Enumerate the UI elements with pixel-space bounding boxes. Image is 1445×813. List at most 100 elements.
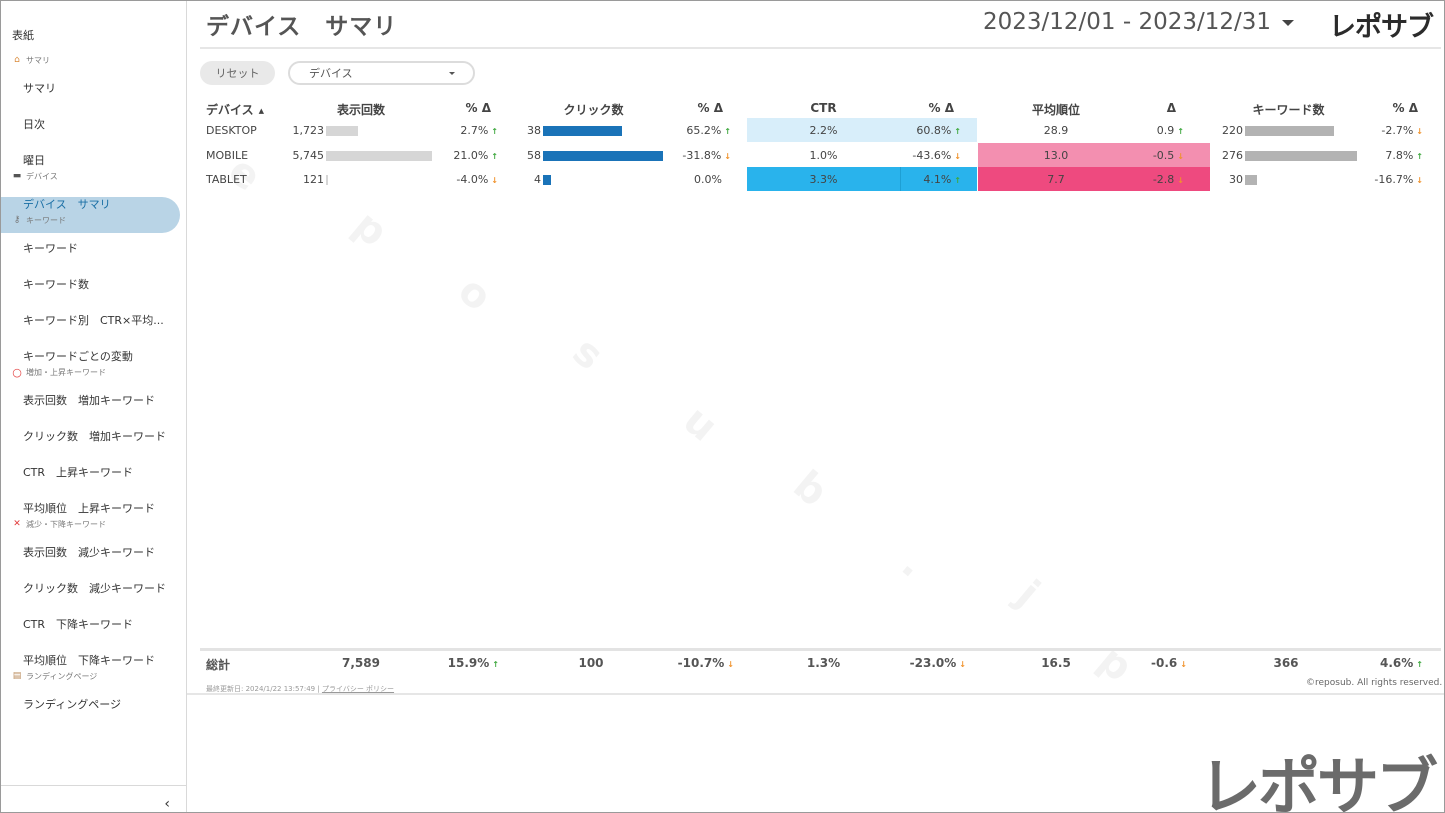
ctr-delta: -43.6% ↓ <box>891 149 961 162</box>
sidebar-item-cover[interactable]: 表紙 <box>12 29 34 42</box>
column-header[interactable]: キーワード数 <box>1241 101 1336 118</box>
position-delta-value: 0.9 <box>1156 124 1175 137</box>
column-header[interactable]: % Δ <box>673 101 724 115</box>
watermark-letter: p <box>344 202 397 256</box>
keywords-delta: -2.7% ↓ <box>1361 124 1423 137</box>
sidebar-item[interactable]: ランディングページ <box>23 698 122 711</box>
ctr-heat-cell <box>747 167 977 191</box>
sidebar-item[interactable]: 曜日 <box>23 154 45 167</box>
keywords-bar <box>1245 151 1357 161</box>
device-name[interactable]: DESKTOP <box>206 124 257 137</box>
date-range-picker[interactable]: 2023/12/01 - 2023/12/31 <box>983 9 1272 35</box>
impressions-value: 1,723 <box>292 124 325 137</box>
watermark-letter: . <box>892 541 935 587</box>
sidebar-item[interactable]: キーワード <box>23 242 78 255</box>
column-header[interactable]: % Δ <box>904 101 955 115</box>
position-heat-cell <box>978 167 1210 191</box>
watermark-letter: b <box>784 462 837 516</box>
column-header[interactable]: クリック数 <box>546 101 641 118</box>
clicks-delta: 65.2% ↑ <box>661 124 731 137</box>
sidebar-section-label: サマリ <box>26 56 50 65</box>
header-divider <box>200 47 1441 49</box>
column-header[interactable]: % Δ <box>441 101 492 115</box>
impressions-delta: -4.0% ↓ <box>431 173 498 186</box>
arrow-up-icon: ↑ <box>724 127 731 136</box>
total-position-text: 16.5 <box>1041 656 1071 670</box>
column-header-label: % Δ <box>465 101 492 115</box>
column-header[interactable]: % Δ <box>1371 101 1419 115</box>
column-header[interactable]: CTR <box>791 101 856 115</box>
clicks-delta: 0.0% <box>661 173 731 186</box>
sidebar-item[interactable]: 平均順位 下降キーワード <box>23 654 155 667</box>
device-filter-select[interactable]: デバイス <box>288 61 475 85</box>
sidebar-active-highlight <box>1 197 180 233</box>
arrow-down-icon: ↓ <box>1180 660 1187 669</box>
column-header[interactable]: 表示回数 <box>321 101 401 118</box>
sidebar-footer: ‹ <box>1 785 186 812</box>
ctr-delta: 60.8% ↑ <box>891 124 961 137</box>
impressions-delta-value: 2.7% <box>460 124 489 137</box>
sidebar-item[interactable]: デバイス サマリ <box>23 198 111 211</box>
last-updated: 最終更新日: 2024/1/22 13:57:49 <box>206 685 316 693</box>
impressions-delta: 21.0% ↑ <box>431 149 498 162</box>
arrow-up-icon: ↑ <box>954 176 961 185</box>
column-header-label: % Δ <box>928 101 955 115</box>
sidebar-item[interactable]: キーワード別 CTR×平均... <box>23 314 164 327</box>
reset-button[interactable]: リセット <box>200 61 275 85</box>
arrow-down-icon: ↓ <box>1416 176 1423 185</box>
device-name[interactable]: MOBILE <box>206 149 249 162</box>
total-clicks-delta: -10.7% ↓ <box>661 656 734 670</box>
arrow-up-icon: ↑ <box>492 660 499 669</box>
column-header-label: % Δ <box>1392 101 1419 115</box>
keywords-delta-value: -2.7% <box>1381 124 1414 137</box>
chevron-down-icon <box>449 72 455 75</box>
total-impressions: 7,589 <box>321 656 401 670</box>
clicks-delta-value: 0.0% <box>694 173 722 186</box>
key-icon: ⚷ <box>13 215 21 225</box>
column-header[interactable]: デバイス ▲ <box>206 101 266 118</box>
arrow-up-icon: ↑ <box>1416 660 1423 669</box>
watermark-letter: o <box>449 267 501 321</box>
total-keywords-delta: 4.6% ↑ <box>1361 656 1423 670</box>
arrow-down-icon: ↓ <box>959 660 966 669</box>
privacy-link[interactable]: プライバシー ポリシー <box>321 685 395 693</box>
position-delta-value: -0.5 <box>1152 149 1175 162</box>
keywords-value: 30 <box>1229 173 1243 186</box>
ctr-heat-cell <box>747 118 977 142</box>
column-header-label: デバイス <box>206 103 254 117</box>
total-clicks-text: 100 <box>578 656 604 670</box>
totals-divider <box>200 648 1441 651</box>
sidebar-item[interactable]: 表示回数 増加キーワード <box>23 394 155 407</box>
collapse-sidebar-icon[interactable]: ‹ <box>164 796 170 812</box>
column-header-label: クリック数 <box>563 103 624 117</box>
sidebar-item[interactable]: 表示回数 減少キーワード <box>23 546 155 559</box>
sidebar-item[interactable]: 日次 <box>23 118 45 131</box>
impressions-delta: 2.7% ↑ <box>431 124 498 137</box>
sidebar-item[interactable]: 平均順位 上昇キーワード <box>23 502 155 515</box>
watermark-letter: j <box>1007 571 1048 617</box>
arrow-up-icon: ↑ <box>491 152 498 161</box>
date-dropdown-icon[interactable] <box>1282 20 1294 26</box>
ctr-value: 3.3% <box>809 173 838 186</box>
sidebar-item[interactable]: キーワード数 <box>23 278 89 291</box>
copyright: ©reposub. All rights reserved. <box>1306 678 1443 688</box>
sidebar-item[interactable]: クリック数 増加キーワード <box>23 430 166 443</box>
clicks-bar <box>543 175 552 185</box>
sidebar-item[interactable]: CTR 上昇キーワード <box>23 466 134 479</box>
sidebar-item[interactable]: サマリ <box>23 82 56 95</box>
keywords-value: 276 <box>1222 149 1243 162</box>
sidebar-item[interactable]: クリック数 減少キーワード <box>23 582 166 595</box>
ctr-delta-value: -43.6% <box>912 149 952 162</box>
sidebar-section-0: ⌂ サマリ <box>12 55 50 66</box>
position-delta: -2.8 ↓ <box>1121 173 1184 186</box>
sidebar-item[interactable]: CTR 下降キーワード <box>23 618 134 631</box>
watermark-letter: u <box>674 397 726 451</box>
column-header[interactable]: 平均順位 <box>1021 101 1091 118</box>
totals-label-text: 総計 <box>206 658 231 672</box>
device-name[interactable]: TABLET <box>206 173 247 186</box>
total-ctr: 1.3% <box>791 656 856 670</box>
sidebar-item[interactable]: キーワードごとの変動 <box>23 350 133 363</box>
report-bottom-divider <box>187 693 1444 695</box>
position-delta: -0.5 ↓ <box>1121 149 1184 162</box>
column-header[interactable]: Δ <box>1136 101 1176 115</box>
